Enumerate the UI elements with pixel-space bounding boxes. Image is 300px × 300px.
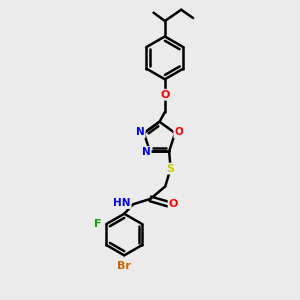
Text: Br: Br [117, 261, 131, 271]
Text: O: O [169, 199, 178, 209]
Text: O: O [174, 128, 183, 137]
Text: N: N [136, 128, 145, 137]
Text: S: S [167, 164, 175, 174]
Text: HN: HN [113, 198, 131, 208]
Text: O: O [160, 90, 170, 100]
Text: F: F [94, 219, 101, 229]
Text: N: N [142, 147, 151, 157]
